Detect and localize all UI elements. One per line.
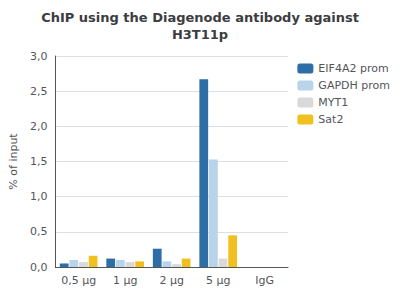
svg-text:MYT1: MYT1 — [318, 96, 348, 109]
svg-text:EIF4A2 prom: EIF4A2 prom — [318, 62, 388, 75]
svg-text:0,5: 0,5 — [30, 225, 48, 238]
svg-text:GAPDH prom: GAPDH prom — [318, 79, 390, 92]
svg-text:1 μg: 1 μg — [113, 274, 137, 287]
svg-text:2,0: 2,0 — [30, 120, 48, 133]
svg-text:2 μg: 2 μg — [159, 274, 183, 287]
svg-text:5 μg: 5 μg — [206, 274, 230, 287]
svg-text:1,0: 1,0 — [30, 190, 48, 203]
svg-text:2,5: 2,5 — [30, 85, 48, 98]
svg-text:H3T11p: H3T11p — [172, 27, 228, 42]
svg-text:% of input: % of input — [7, 133, 20, 190]
svg-text:IgG: IgG — [255, 274, 274, 287]
svg-text:1,5: 1,5 — [30, 155, 48, 168]
svg-text:0,5 μg: 0,5 μg — [61, 274, 96, 287]
svg-text:ChIP using the Diagenode antib: ChIP using the Diagenode antibody agains… — [41, 10, 359, 25]
svg-text:0,0: 0,0 — [30, 261, 48, 274]
svg-text:3,0: 3,0 — [30, 50, 48, 63]
svg-text:Sat2: Sat2 — [318, 113, 343, 126]
